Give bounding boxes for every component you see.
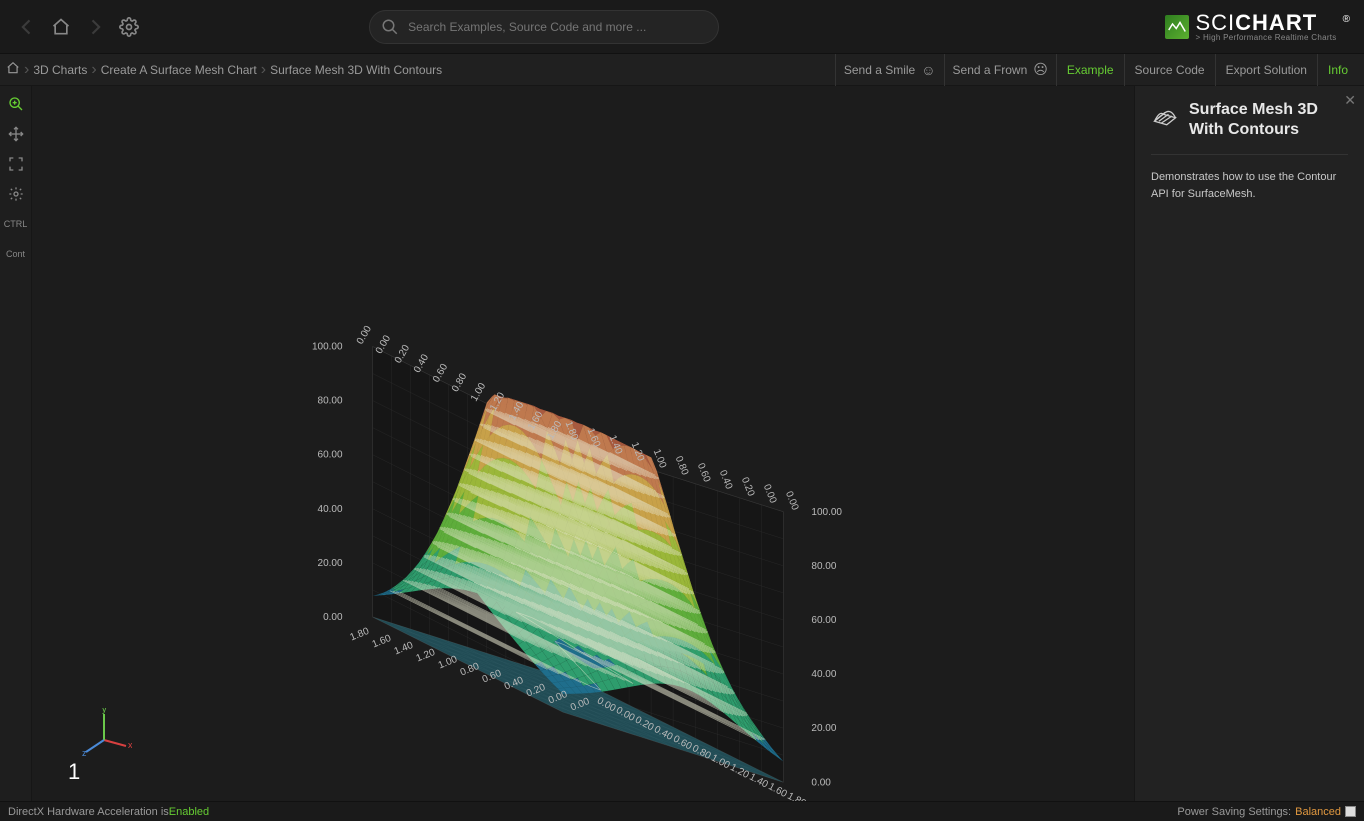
send-smile-button[interactable]: Send a Smile ☺ [835,54,944,86]
surface-mesh-chart: 0.00 20.00 40.00 60.00 80.00 100.00 0.00 20.00 4… [32,86,1134,801]
tab-source-code[interactable]: Source Code [1124,54,1215,86]
fps-counter: 1 [68,759,80,785]
svg-text:80.00: 80.00 [811,561,836,572]
info-panel-description: Demonstrates how to use the Contour API … [1151,169,1348,202]
status-left-value: Enabled [169,806,209,818]
svg-text:100.00: 100.00 [811,507,842,518]
smile-icon: ☺ [921,62,935,78]
svg-text:1.40: 1.40 [393,640,416,658]
svg-text:100.00: 100.00 [312,341,343,352]
registered-mark: ® [1343,14,1350,25]
nav-home-button[interactable] [44,10,78,44]
status-right-value[interactable]: Balanced [1295,806,1341,818]
svg-text:0.60: 0.60 [695,462,713,485]
breadcrumb: › 3D Charts › Create A Surface Mesh Char… [6,61,442,78]
logo-subtitle: > High Performance Realtime Charts [1195,34,1336,42]
tab-info[interactable]: Info [1317,54,1358,86]
svg-text:1.00: 1.00 [469,381,488,404]
svg-text:0.00: 0.00 [355,324,374,347]
chevron-right-icon: › [24,62,29,78]
info-panel-icon [1151,102,1179,130]
pan-tool-button[interactable] [2,120,30,148]
svg-text:1.60: 1.60 [766,781,789,800]
tool-rail: CTRL Cont [0,86,32,801]
svg-text:0.40: 0.40 [717,469,735,492]
contour-tool-button[interactable]: Cont [2,240,30,268]
logo-text-bold: CHART [1235,10,1317,35]
logo-text-light: SCI [1195,10,1235,35]
send-frown-button[interactable]: Send a Frown ☹ [944,54,1056,86]
chart-canvas[interactable]: 0.00 20.00 40.00 60.00 80.00 100.00 0.00 20.00 4… [32,86,1134,801]
brand-logo: SCICHART > High Performance Realtime Cha… [1165,12,1354,42]
svg-text:x: x [128,740,132,750]
svg-text:60.00: 60.00 [811,615,836,626]
logo-badge-icon [1165,15,1189,39]
svg-text:0.20: 0.20 [739,476,757,499]
svg-text:z: z [82,748,87,758]
svg-text:40.00: 40.00 [318,504,343,515]
breadcrumb-item[interactable]: Create A Surface Mesh Chart [101,63,257,77]
svg-text:y: y [102,708,107,714]
frown-icon: ☹ [1033,61,1048,78]
svg-text:20.00: 20.00 [811,723,836,734]
fit-tool-button[interactable] [2,150,30,178]
breadcrumb-item[interactable]: 3D Charts [33,63,87,77]
nav-forward-button[interactable] [78,10,112,44]
close-panel-button[interactable]: ✕ [1344,92,1356,109]
info-panel-title: Surface Mesh 3D With Contours [1189,100,1348,140]
svg-text:0.00: 0.00 [783,490,801,513]
svg-text:0.60: 0.60 [431,362,450,385]
nav-back-button[interactable] [10,10,44,44]
axis-gizmo: x y z [82,708,132,761]
svg-text:20.00: 20.00 [318,558,343,569]
info-panel: ✕ Surface Mesh 3D With Contours Demonstr… [1134,86,1364,801]
breadcrumb-home-icon[interactable] [6,61,20,78]
svg-text:80.00: 80.00 [318,396,343,407]
tab-export-solution[interactable]: Export Solution [1215,54,1317,86]
chevron-right-icon: › [261,62,266,78]
svg-text:60.00: 60.00 [318,450,343,461]
svg-text:0.40: 0.40 [412,352,431,375]
ctrl-tool-button[interactable]: CTRL [2,210,30,238]
svg-text:0.00: 0.00 [811,777,831,788]
svg-text:1.20: 1.20 [415,647,438,665]
status-checkbox[interactable] [1345,806,1356,817]
svg-text:1.80: 1.80 [349,626,372,644]
svg-text:40.00: 40.00 [811,669,836,680]
svg-text:0.00: 0.00 [761,483,779,506]
svg-text:0.80: 0.80 [673,455,691,478]
svg-text:1.60: 1.60 [371,633,394,651]
search-field[interactable] [369,10,719,44]
send-frown-label: Send a Frown [953,63,1028,77]
svg-text:0.00: 0.00 [323,612,343,623]
svg-text:0.80: 0.80 [450,371,469,394]
search-icon [381,18,399,39]
zoom-tool-button[interactable] [2,90,30,118]
svg-text:0.00: 0.00 [374,333,393,356]
status-right-label: Power Saving Settings: [1177,806,1291,818]
chevron-right-icon: › [91,62,96,78]
breadcrumb-item[interactable]: Surface Mesh 3D With Contours [270,63,442,77]
search-input[interactable] [369,10,719,44]
status-left-label: DirectX Hardware Acceleration is [8,806,169,818]
send-smile-label: Send a Smile [844,63,915,77]
gear-tool-button[interactable] [2,180,30,208]
svg-text:0.20: 0.20 [393,343,412,366]
svg-text:1.80: 1.80 [785,791,808,801]
settings-button[interactable] [112,10,146,44]
tab-example[interactable]: Example [1056,54,1124,86]
